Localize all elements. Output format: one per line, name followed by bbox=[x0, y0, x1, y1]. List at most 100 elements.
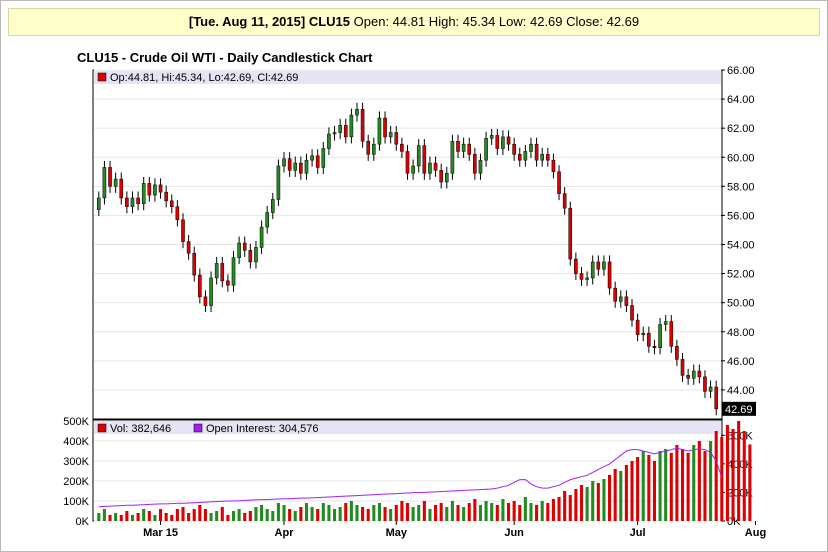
volume-bar bbox=[490, 503, 494, 521]
candle bbox=[450, 134, 455, 180]
volume-bar bbox=[579, 485, 584, 521]
volume-legend-text: Vol: 382,646 bbox=[110, 423, 171, 435]
volume-bar bbox=[675, 445, 679, 521]
candle bbox=[697, 364, 702, 384]
volume-bar bbox=[175, 509, 179, 521]
volume-bar bbox=[372, 505, 376, 521]
volume-bar bbox=[495, 505, 499, 521]
volume-bar bbox=[231, 511, 236, 521]
candle bbox=[405, 144, 410, 180]
candle bbox=[169, 194, 174, 214]
volume-bar bbox=[299, 507, 303, 521]
volume-bar bbox=[192, 509, 196, 521]
volume-bar bbox=[523, 497, 527, 521]
volume-bar bbox=[108, 515, 112, 521]
price-tick-label: 52.00 bbox=[727, 269, 755, 281]
candle bbox=[203, 290, 208, 313]
candle bbox=[130, 191, 135, 214]
candle bbox=[254, 240, 258, 269]
volume-bar bbox=[720, 437, 724, 521]
volume-bar bbox=[293, 511, 297, 521]
candle bbox=[551, 153, 556, 179]
candle bbox=[422, 139, 427, 180]
volume-bar bbox=[428, 509, 432, 521]
volume-bar bbox=[529, 503, 533, 521]
candle bbox=[293, 156, 298, 177]
volume-bar bbox=[551, 499, 555, 521]
volume-bar bbox=[540, 501, 544, 521]
x-tick-label: May bbox=[386, 527, 408, 539]
candle bbox=[675, 339, 679, 366]
volume-legend-bar bbox=[94, 421, 721, 434]
volume-bar bbox=[215, 511, 219, 521]
candle bbox=[613, 281, 617, 308]
candle bbox=[669, 315, 674, 353]
candle bbox=[546, 147, 550, 167]
volume-bar bbox=[321, 503, 325, 521]
volume-bar bbox=[332, 509, 337, 521]
volume-bar bbox=[568, 495, 572, 521]
volume-bar bbox=[181, 507, 185, 521]
volume-bar bbox=[243, 513, 247, 521]
candle bbox=[276, 159, 281, 206]
volume-bar bbox=[669, 453, 673, 521]
quote-header: [Tue. Aug 11, 2015] CLU15 Open: 44.81 Hi… bbox=[8, 8, 820, 36]
volume-bar bbox=[574, 489, 578, 521]
price-tick-label: 66.00 bbox=[727, 65, 755, 77]
volume-bar bbox=[271, 511, 275, 521]
candle bbox=[647, 326, 651, 353]
candle bbox=[691, 364, 696, 385]
candle bbox=[209, 271, 213, 313]
volume-bar bbox=[383, 507, 387, 521]
volume-bar bbox=[355, 505, 359, 521]
volume-bar bbox=[338, 507, 342, 521]
candle bbox=[242, 236, 247, 257]
volume-bar bbox=[467, 503, 471, 521]
candle bbox=[192, 246, 197, 282]
candle bbox=[388, 125, 393, 144]
volume-bar bbox=[737, 421, 741, 521]
candle bbox=[220, 256, 225, 288]
volume-bar bbox=[703, 451, 707, 521]
volume-bar bbox=[658, 451, 662, 521]
candle bbox=[444, 166, 449, 189]
candle bbox=[585, 271, 589, 286]
volume-bar bbox=[125, 511, 129, 521]
candle bbox=[618, 290, 623, 308]
volume-bar bbox=[439, 503, 443, 521]
volume-bar bbox=[512, 501, 516, 521]
candle bbox=[461, 137, 466, 158]
candle bbox=[534, 137, 539, 167]
candle bbox=[383, 111, 387, 144]
candle bbox=[663, 315, 668, 332]
volume-bar bbox=[608, 475, 612, 521]
volume-bar bbox=[484, 501, 488, 521]
volume-bar bbox=[97, 513, 101, 521]
candle bbox=[607, 255, 612, 295]
volume-bar bbox=[535, 505, 539, 521]
volume-bar bbox=[203, 509, 207, 521]
candle bbox=[299, 156, 303, 180]
candle bbox=[282, 152, 286, 173]
candle bbox=[198, 268, 202, 304]
volume-bar bbox=[389, 509, 393, 521]
volume-bar bbox=[344, 503, 348, 521]
candle bbox=[484, 131, 488, 167]
candle bbox=[214, 256, 219, 285]
candle bbox=[237, 236, 241, 265]
quote-stats: Open: 44.81 High: 45.34 Low: 42.69 Close… bbox=[353, 14, 640, 29]
volume-bar bbox=[159, 509, 163, 521]
volume-bar bbox=[220, 507, 224, 521]
volume-bar bbox=[366, 509, 370, 521]
volume-bar bbox=[102, 509, 106, 521]
volume-bar bbox=[501, 499, 505, 521]
volume-bar bbox=[119, 515, 123, 521]
candle bbox=[147, 176, 152, 202]
candle bbox=[366, 134, 371, 161]
oi-legend-swatch bbox=[193, 423, 203, 433]
candle bbox=[304, 153, 309, 180]
volume-bar bbox=[288, 509, 292, 521]
candle bbox=[327, 127, 331, 156]
candle bbox=[456, 134, 460, 158]
